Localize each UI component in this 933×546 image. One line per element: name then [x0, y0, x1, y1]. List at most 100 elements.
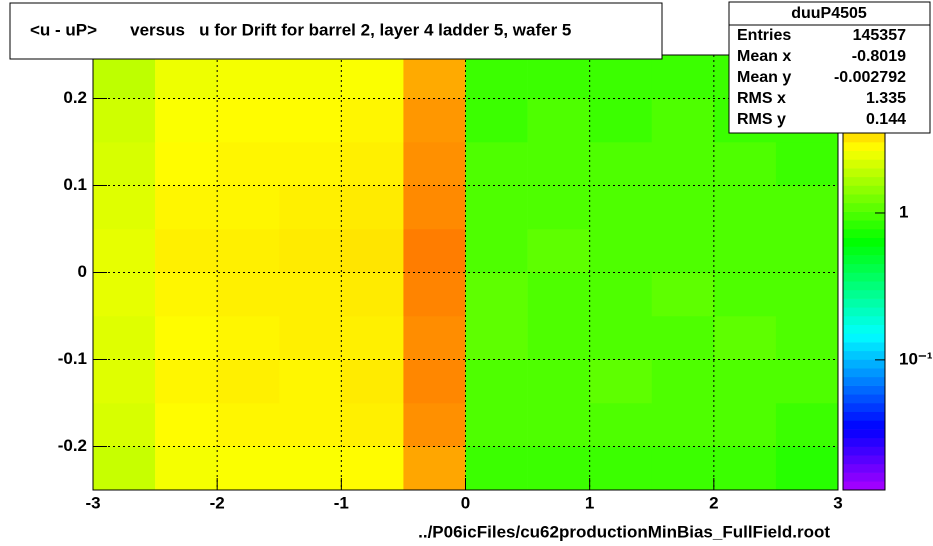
colorbar-step [843, 437, 885, 447]
cell [403, 316, 466, 360]
cell [527, 446, 590, 491]
colorbar-step [843, 185, 885, 195]
cell [217, 229, 280, 273]
cell [775, 446, 839, 491]
cell [279, 403, 342, 447]
cell [217, 446, 280, 491]
cell [341, 185, 404, 230]
cell [527, 359, 590, 404]
cell [403, 98, 466, 143]
colorbar-step [843, 316, 885, 325]
cell [713, 185, 777, 230]
cell [155, 359, 218, 404]
colorbar-step [843, 429, 885, 439]
cell [589, 185, 653, 230]
cell [465, 359, 528, 404]
cell [341, 142, 404, 186]
cell [341, 55, 404, 99]
cell [217, 55, 280, 99]
x-tick-label: 3 [833, 493, 842, 512]
cell [651, 403, 715, 447]
cell [713, 403, 777, 447]
cell [279, 316, 342, 360]
cell [93, 403, 156, 447]
colorbar-step [843, 481, 885, 491]
colorbar-step [843, 237, 885, 247]
cell [217, 185, 280, 230]
stats-name: Mean x [737, 48, 791, 65]
cell [93, 98, 156, 143]
cell [527, 142, 590, 186]
cell [775, 185, 839, 230]
cell [589, 316, 653, 360]
cell [713, 142, 777, 186]
z-tick-label: 10⁻¹ [899, 349, 933, 368]
colorbar-step [843, 281, 885, 291]
colorbar-step [843, 350, 885, 360]
cell [93, 359, 156, 404]
y-tick-label: 0 [78, 262, 87, 281]
stats-value: 0.144 [866, 111, 906, 128]
x-tick-label: 2 [709, 493, 718, 512]
cell [589, 272, 653, 317]
cell [651, 446, 715, 491]
cell [403, 403, 466, 447]
cell [651, 359, 715, 404]
cell [465, 316, 528, 360]
stats-name: RMS x [737, 90, 786, 107]
cell [341, 446, 404, 491]
cell [465, 185, 528, 230]
cell [217, 98, 280, 143]
cell [527, 403, 590, 447]
cell [279, 142, 342, 186]
cell [217, 403, 280, 447]
colorbar-step [843, 359, 885, 369]
stats-value: 1.335 [866, 90, 906, 107]
cell [775, 229, 839, 273]
cell [279, 272, 342, 317]
colorbar-step [843, 150, 885, 160]
colorbar-step [843, 333, 885, 343]
colorbar-step [843, 446, 885, 456]
cell [93, 142, 156, 186]
cell [403, 272, 466, 317]
cell [527, 55, 590, 99]
cell [775, 316, 839, 360]
x-tick-label: 1 [585, 493, 594, 512]
colorbar-step [843, 455, 885, 465]
cell [341, 98, 404, 143]
cell [651, 316, 715, 360]
cell [341, 272, 404, 317]
cell [589, 142, 653, 186]
cell [713, 272, 777, 317]
cell [341, 229, 404, 273]
stats-value: -0.002792 [834, 69, 906, 86]
stats-value: 145357 [853, 27, 906, 44]
cell [775, 359, 839, 404]
y-tick-label: 0.2 [63, 88, 87, 107]
cell [93, 55, 156, 99]
cell [279, 98, 342, 143]
y-tick-label: 0.1 [63, 175, 87, 194]
cell [713, 316, 777, 360]
cell [403, 55, 466, 99]
cell [403, 359, 466, 404]
cell [775, 272, 839, 317]
cell [403, 185, 466, 230]
colorbar-step [843, 463, 885, 473]
stats-frame [728, 1, 931, 134]
cell [651, 98, 715, 143]
colorbar-step [843, 420, 885, 430]
colorbar-step [843, 176, 885, 186]
stats-name: Entries [737, 27, 791, 44]
colorbar-step [843, 342, 885, 352]
cell [279, 359, 342, 404]
colorbar-step [843, 263, 885, 273]
colorbar-step [843, 246, 885, 256]
cell [341, 316, 404, 360]
colorbar-step [843, 385, 885, 395]
cell [589, 403, 653, 447]
cell [465, 142, 528, 186]
cell [651, 229, 715, 273]
